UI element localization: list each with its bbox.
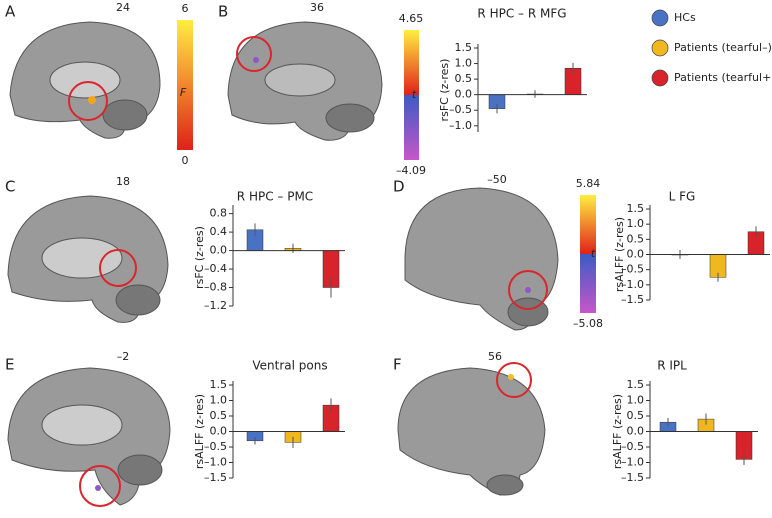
- legend-label: Patients (tearful–): [674, 41, 772, 54]
- colorbar-label: 0: [182, 154, 189, 167]
- y-axis-label: rsALFF (z-res): [611, 394, 624, 469]
- brain-e: [7, 367, 171, 507]
- legend-swatch: [651, 69, 669, 87]
- colorbar: [404, 30, 419, 160]
- y-tick-label: –1.5: [621, 471, 644, 484]
- y-tick-label: 1.0: [210, 394, 228, 407]
- colorbar-stat: F: [180, 86, 187, 99]
- y-tick-label: 1.5: [455, 41, 473, 54]
- legend-swatch: [651, 39, 669, 57]
- y-tick-label: –1.2: [204, 299, 227, 312]
- colorbar-label: –5.08: [573, 317, 603, 330]
- panel-letter: D: [393, 178, 405, 196]
- y-tick-label: –1.0: [204, 456, 227, 469]
- y-tick-label: 0.5: [455, 72, 473, 85]
- colorbar-stat: t: [412, 88, 417, 101]
- y-tick-label: –0.5: [449, 103, 472, 116]
- y-axis-label: rsALFF (z-res): [193, 394, 206, 469]
- y-tick-label: 1.0: [627, 217, 645, 230]
- colorbar-stat: t: [591, 247, 596, 260]
- y-tick-label: 0.0: [210, 244, 228, 257]
- y-tick-label: 1.0: [627, 394, 645, 407]
- brain-b: [227, 21, 383, 141]
- chart-title: R IPL: [657, 359, 687, 373]
- y-tick-label: 0.0: [210, 425, 228, 438]
- y-tick-label: 0.0: [627, 425, 645, 438]
- legend-swatch: [651, 9, 669, 27]
- legend-label: Patients (tearful+): [674, 71, 772, 84]
- brain-f: [397, 362, 546, 496]
- panel-letter: F: [393, 356, 402, 374]
- y-tick-label: –0.5: [204, 440, 227, 453]
- brain-a: [9, 21, 161, 139]
- y-tick-label: 0.4: [210, 225, 228, 238]
- y-tick-label: –0.4: [204, 262, 227, 275]
- y-axis-label: rsFC (z-res): [438, 59, 451, 122]
- slice-number: 24: [116, 1, 130, 14]
- y-tick-label: –1.0: [621, 278, 644, 291]
- y-axis-label: rsFC (z-res): [193, 226, 206, 289]
- brain-c: [7, 195, 169, 323]
- slice-number: 36: [310, 1, 324, 14]
- colorbar-label: 4.65: [399, 12, 424, 25]
- y-tick-label: –1.5: [621, 293, 644, 306]
- chart-title: L FG: [669, 190, 696, 204]
- y-tick-label: 1.5: [627, 202, 645, 215]
- slice-number: 18: [116, 175, 130, 188]
- brain-d: [404, 187, 559, 331]
- y-tick-label: –0.5: [621, 263, 644, 276]
- panel-letter: C: [5, 178, 15, 196]
- y-tick-label: –0.8: [204, 281, 227, 294]
- y-tick-label: –0.5: [621, 440, 644, 453]
- chart-title: R HPC – PMC: [237, 190, 313, 204]
- colorbar-label: –4.09: [396, 164, 426, 177]
- y-tick-label: 0.8: [210, 207, 228, 220]
- panel-letter: B: [218, 3, 228, 21]
- y-tick-label: 1.5: [627, 378, 645, 391]
- y-tick-label: 0.5: [627, 409, 645, 422]
- y-tick-label: –1.0: [449, 119, 472, 132]
- panel-letter: A: [5, 3, 16, 21]
- chart-title: R HPC – R MFG: [477, 7, 566, 21]
- slice-number: –2: [117, 350, 130, 363]
- colorbar-label: 6: [182, 2, 189, 15]
- slice-number: 56: [488, 350, 502, 363]
- y-tick-label: 0.0: [455, 88, 473, 101]
- y-tick-label: 0.5: [210, 409, 228, 422]
- brain-images: [7, 21, 559, 507]
- legend-label: HCs: [674, 11, 696, 24]
- colorbar: [580, 195, 596, 313]
- y-tick-label: –1.5: [204, 471, 227, 484]
- y-tick-label: 1.0: [455, 57, 473, 70]
- colorbar-rects: [177, 20, 596, 313]
- panel-letter: E: [5, 356, 14, 374]
- y-axis-label: rsALFF (z-res): [613, 217, 626, 292]
- y-tick-label: 1.5: [210, 378, 228, 391]
- chart-title: Ventral pons: [252, 359, 327, 373]
- y-tick-label: 0.0: [627, 248, 645, 261]
- y-tick-label: –1.0: [621, 456, 644, 469]
- colorbar: [177, 20, 193, 150]
- colorbar-label: 5.84: [576, 177, 601, 190]
- slice-number: –50: [487, 173, 507, 186]
- y-tick-label: 0.5: [627, 232, 645, 245]
